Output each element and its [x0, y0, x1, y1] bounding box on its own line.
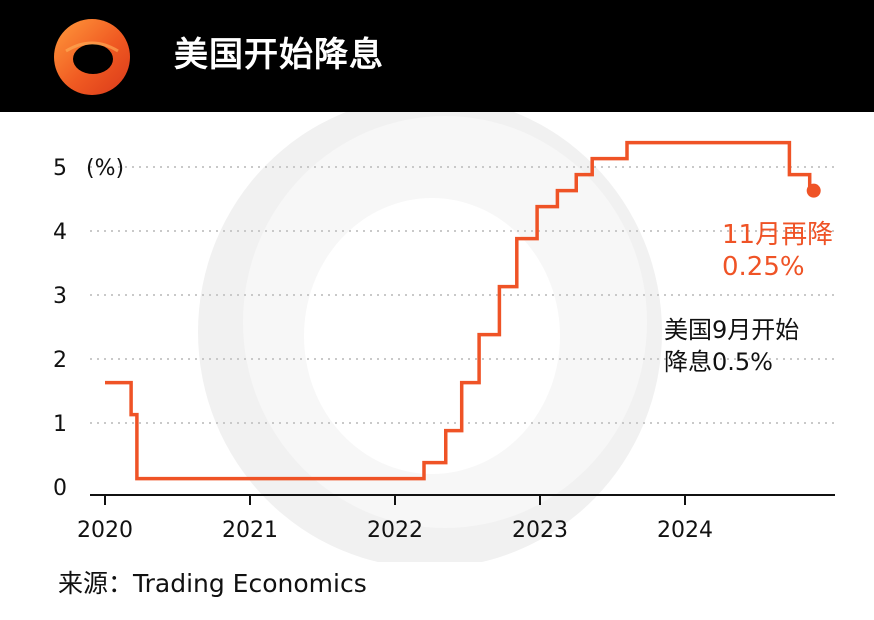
background-ring-watermark: [198, 112, 662, 562]
series-layer: [105, 140, 821, 481]
y-tick-label-5: 5: [53, 156, 67, 181]
y-axis-unit-label: (%): [86, 156, 124, 181]
x-tick-label-2024: 2024: [657, 518, 713, 543]
annotation-november-line1: 11月再降: [722, 220, 834, 250]
series-end-point: [806, 183, 821, 198]
header-bar: 美国开始降息: [0, 0, 874, 112]
y-tick-label-3: 3: [53, 284, 67, 309]
annotation-september-line1: 美国9月开始: [664, 316, 800, 344]
y-tick-label-0: 0: [53, 476, 67, 501]
x-tick-label-2023: 2023: [512, 518, 568, 543]
x-tick-label-2021: 2021: [222, 518, 278, 543]
source-note: 来源：Trading Economics: [58, 569, 367, 598]
page-title: 美国开始降息: [174, 35, 384, 75]
rate-chart: 0 1 2 3 4 5 (%) 2020 2021 2022 2023 2024: [53, 112, 835, 562]
x-tick-label-2020: 2020: [77, 518, 133, 543]
annotation-september-cut: 美国9月开始 降息0.5%: [664, 314, 799, 378]
y-tick-label-2: 2: [53, 348, 67, 373]
annotation-november-line2: 0.25%: [722, 252, 805, 282]
y-tick-label-4: 4: [53, 220, 67, 245]
y-axis-ticks: 0 1 2 3 4 5 (%): [53, 156, 124, 501]
logo-ring-icon: [54, 19, 130, 95]
annotation-november-cut: 11月再降 0.25%: [722, 219, 833, 283]
x-axis: 2020 2021 2022 2023 2024: [77, 494, 835, 543]
series-line-0: [105, 140, 812, 481]
x-tick-label-2022: 2022: [367, 518, 423, 543]
annotation-september-line2: 降息0.5%: [664, 348, 773, 376]
y-tick-label-1: 1: [53, 412, 67, 437]
